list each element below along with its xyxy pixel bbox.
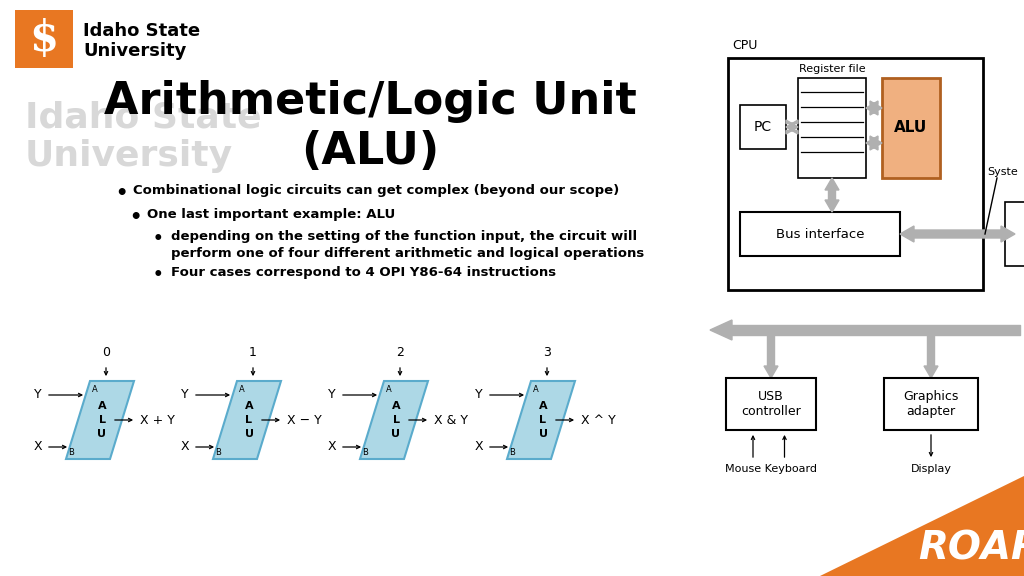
Text: USB
controller: USB controller — [741, 390, 801, 418]
Text: Register file: Register file — [799, 64, 865, 74]
Text: depending on the setting of the function input, the circuit will: depending on the setting of the function… — [171, 230, 637, 243]
Text: One last important example: ALU: One last important example: ALU — [147, 208, 395, 221]
Text: PC: PC — [754, 120, 772, 134]
Text: X ^ Y: X ^ Y — [581, 414, 615, 426]
Text: X: X — [328, 441, 337, 453]
Text: (ALU): (ALU) — [301, 130, 439, 173]
Text: Mouse Keyboard: Mouse Keyboard — [725, 464, 817, 474]
Text: Graphics
adapter: Graphics adapter — [903, 390, 958, 418]
Polygon shape — [866, 136, 882, 150]
Text: 0: 0 — [102, 346, 110, 359]
Polygon shape — [900, 226, 1015, 242]
Text: Idaho State
University: Idaho State University — [25, 100, 261, 173]
Text: A: A — [386, 385, 392, 394]
Polygon shape — [66, 381, 134, 459]
Text: 3: 3 — [543, 346, 551, 359]
Text: A: A — [97, 401, 106, 411]
Text: B: B — [68, 448, 74, 457]
Text: A: A — [534, 385, 539, 394]
Text: B: B — [362, 448, 368, 457]
FancyBboxPatch shape — [884, 378, 978, 430]
Text: 2: 2 — [396, 346, 403, 359]
Text: U: U — [245, 429, 254, 439]
FancyBboxPatch shape — [726, 378, 816, 430]
FancyBboxPatch shape — [798, 78, 866, 178]
Text: perform one of four different arithmetic and logical operations: perform one of four different arithmetic… — [171, 247, 644, 260]
Text: Idaho State: Idaho State — [83, 22, 200, 40]
Text: Y: Y — [475, 388, 482, 401]
Text: •: • — [153, 266, 164, 284]
Text: University: University — [83, 42, 186, 60]
Text: A: A — [239, 385, 245, 394]
Text: ROAR: ROAR — [919, 529, 1024, 567]
Text: U: U — [97, 429, 106, 439]
Text: 1: 1 — [249, 346, 257, 359]
Text: X: X — [34, 441, 43, 453]
Text: L: L — [98, 415, 105, 425]
Text: A: A — [392, 401, 400, 411]
Text: U: U — [539, 429, 548, 439]
Text: Syste: Syste — [987, 167, 1018, 177]
Polygon shape — [786, 120, 798, 134]
Text: •: • — [129, 208, 141, 227]
Polygon shape — [764, 335, 778, 378]
Text: X: X — [475, 441, 483, 453]
Polygon shape — [866, 101, 882, 115]
Polygon shape — [825, 178, 839, 212]
Text: X − Y: X − Y — [287, 414, 322, 426]
Text: Four cases correspond to 4 OPI Y86-64 instructions: Four cases correspond to 4 OPI Y86-64 in… — [171, 266, 556, 279]
Text: U: U — [391, 429, 400, 439]
Polygon shape — [507, 381, 575, 459]
Text: •: • — [153, 230, 164, 248]
Text: Y: Y — [328, 388, 336, 401]
FancyBboxPatch shape — [728, 58, 983, 290]
Text: A: A — [245, 401, 253, 411]
FancyBboxPatch shape — [882, 78, 940, 178]
Text: Arithmetic/Logic Unit: Arithmetic/Logic Unit — [103, 80, 636, 123]
Polygon shape — [924, 335, 938, 378]
FancyBboxPatch shape — [1005, 202, 1024, 266]
Text: Bus interface: Bus interface — [776, 228, 864, 241]
Polygon shape — [820, 476, 1024, 576]
Text: Display: Display — [910, 464, 951, 474]
Text: A: A — [92, 385, 97, 394]
Text: Combinational logic circuits can get complex (beyond our scope): Combinational logic circuits can get com… — [133, 184, 620, 197]
FancyBboxPatch shape — [740, 105, 786, 149]
Polygon shape — [15, 10, 73, 68]
Text: B: B — [215, 448, 221, 457]
Text: B: B — [509, 448, 515, 457]
Text: X: X — [181, 441, 189, 453]
Text: X + Y: X + Y — [140, 414, 175, 426]
Text: L: L — [246, 415, 253, 425]
Text: ALU: ALU — [894, 120, 928, 135]
Text: $: $ — [30, 18, 58, 60]
Polygon shape — [360, 381, 428, 459]
Text: Y: Y — [34, 388, 42, 401]
Text: •: • — [115, 184, 127, 203]
FancyBboxPatch shape — [740, 212, 900, 256]
Text: Y: Y — [181, 388, 188, 401]
Polygon shape — [213, 381, 281, 459]
Text: L: L — [540, 415, 547, 425]
Polygon shape — [710, 320, 732, 340]
Text: CPU: CPU — [732, 39, 758, 52]
Text: L: L — [392, 415, 399, 425]
Text: A: A — [539, 401, 547, 411]
Text: X & Y: X & Y — [434, 414, 468, 426]
